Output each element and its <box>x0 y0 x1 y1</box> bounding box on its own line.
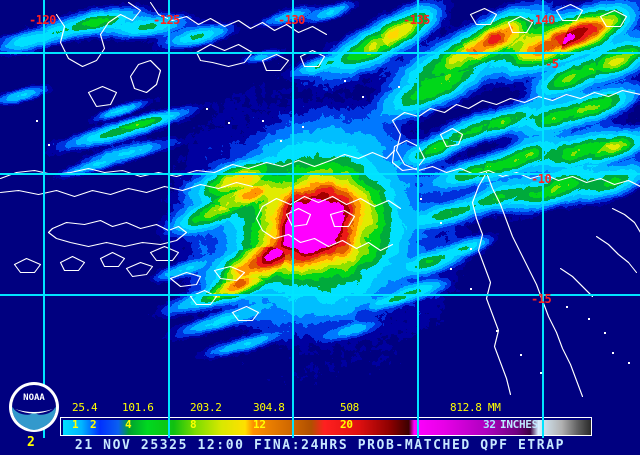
longitude-tick-label: -135 <box>403 13 430 27</box>
legend-grid-line <box>542 400 544 438</box>
colorbar-inch-tick: 2 <box>90 418 97 431</box>
longitude-tick-label: -130 <box>278 13 305 27</box>
colorbar-inch-tick: 20 <box>340 418 353 431</box>
colorbar-inch-tick: 32 <box>483 418 496 431</box>
legend-grid-line <box>417 400 419 438</box>
colorbar-inch-tick: 1 <box>72 418 79 431</box>
longitude-tick-label: -120 <box>29 13 56 27</box>
colorbar-inch-tick: 8 <box>190 418 197 431</box>
colorbar-mm-tick: 25.4 <box>72 401 98 414</box>
map-panel[interactable]: -120 -125 -130 -135 -140 -5 -10 -15 <box>0 0 640 400</box>
frame-counter: 2 <box>27 435 35 450</box>
status-line: 21 NOV 25325 12:00 FINA:24HRS PROB-MATCH… <box>74 438 566 453</box>
colorbar-mm-tick: 508 <box>340 401 359 414</box>
colorbar-gradient <box>63 420 591 435</box>
noaa-logo[interactable]: NOAA <box>3 378 65 440</box>
noaa-logo-text: NOAA <box>23 393 45 403</box>
latitude-tick-label: -10 <box>531 172 552 186</box>
colorbar-mm-tick: 304.8 <box>253 401 285 414</box>
longitude-tick-label: -140 <box>528 13 555 27</box>
graticule-layer <box>0 0 640 400</box>
legend-grid-line <box>168 400 170 438</box>
colorbar-inches-label: INCHES <box>500 418 538 431</box>
colorbar-mm-tick: 101.6 <box>122 401 154 414</box>
latitude-tick-label: -15 <box>531 292 552 306</box>
colorbar-mm-tick: 812.8 MM <box>450 401 501 414</box>
colorbar[interactable] <box>60 417 592 436</box>
legend-grid-line <box>292 400 294 438</box>
colorbar-inch-tick: 12 <box>253 418 266 431</box>
colorbar-mm-tick: 203.2 <box>190 401 222 414</box>
colorbar-inch-tick: 4 <box>125 418 132 431</box>
legend-area: 25.4 101.6 203.2 304.8 508 812.8 MM 1 2 4 8 12 20 3… <box>0 400 640 455</box>
longitude-tick-label: -125 <box>153 13 180 27</box>
latitude-tick-label: -5 <box>545 57 559 71</box>
